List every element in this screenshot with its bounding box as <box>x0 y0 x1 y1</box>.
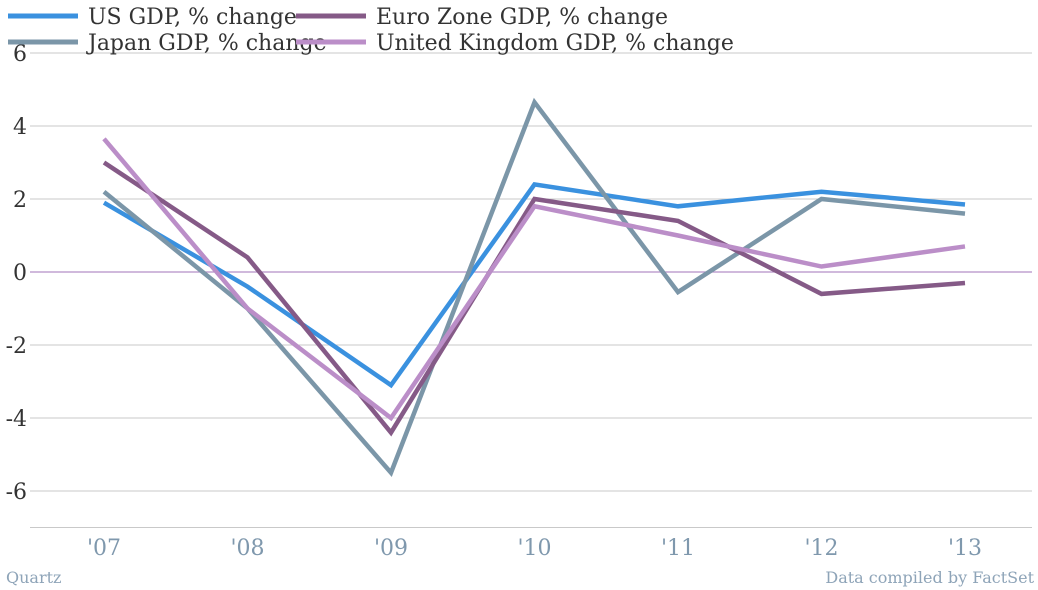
legend-label: United Kingdom GDP, % change <box>376 31 734 56</box>
source-right: Data compiled by FactSet <box>825 568 1034 587</box>
x-tick-label: '11 <box>661 536 695 561</box>
y-tick-label: 2 <box>13 188 27 213</box>
x-tick-label: '10 <box>517 536 551 561</box>
series-line-us-gdp-change <box>102 181 966 389</box>
x-tick-label: '09 <box>374 536 408 561</box>
x-tick-label: '13 <box>948 536 982 561</box>
gridlines <box>30 52 1032 528</box>
y-tick-label: -2 <box>6 334 27 359</box>
y-axis-tick-labels: 6 4 2 0 -2 -4 -6 <box>6 42 27 505</box>
x-tick-label: '08 <box>230 536 264 561</box>
series-line-japan-gdp-change <box>102 97 966 478</box>
y-tick-label: 0 <box>13 261 27 286</box>
legend: US GDP, % change Euro Zone GDP, % change J… <box>8 5 734 56</box>
legend-label: Euro Zone GDP, % change <box>376 5 668 30</box>
series-lines <box>102 97 966 478</box>
series-line-euro-zone-gdp-change <box>102 160 966 437</box>
x-tick-label: '12 <box>804 536 838 561</box>
x-axis-tick-labels: '07 '08 '09 '10 '11 '12 '13 <box>87 536 982 561</box>
source-left: Quartz <box>6 568 61 587</box>
legend-label: Japan GDP, % change <box>86 31 327 56</box>
y-tick-label: -4 <box>6 407 27 432</box>
y-tick-label: 4 <box>13 115 27 140</box>
y-tick-label: 6 <box>13 42 27 67</box>
legend-label: US GDP, % change <box>88 5 297 30</box>
series-line-united-kingdom-gdp-change <box>102 137 966 422</box>
y-tick-label: -6 <box>6 480 27 505</box>
x-tick-label: '07 <box>87 536 121 561</box>
